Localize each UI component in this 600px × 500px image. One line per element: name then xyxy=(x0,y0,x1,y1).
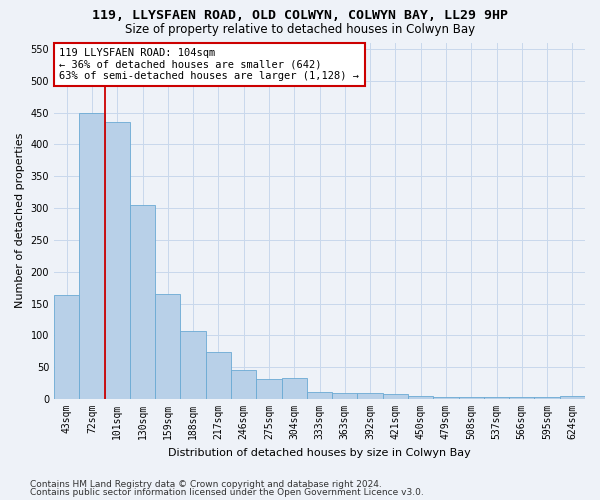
X-axis label: Distribution of detached houses by size in Colwyn Bay: Distribution of detached houses by size … xyxy=(168,448,471,458)
Bar xyxy=(458,396,484,399)
Bar xyxy=(256,378,281,399)
Bar xyxy=(307,392,332,399)
Text: 119 LLYSFAEN ROAD: 104sqm
← 36% of detached houses are smaller (642)
63% of semi: 119 LLYSFAEN ROAD: 104sqm ← 36% of detac… xyxy=(59,48,359,81)
Bar xyxy=(104,122,130,399)
Bar xyxy=(383,394,408,399)
Bar xyxy=(560,396,585,399)
Bar xyxy=(79,112,104,399)
Bar xyxy=(484,397,509,399)
Text: Contains HM Land Registry data © Crown copyright and database right 2024.: Contains HM Land Registry data © Crown c… xyxy=(30,480,382,489)
Bar xyxy=(281,378,307,399)
Bar xyxy=(535,397,560,399)
Bar xyxy=(408,396,433,399)
Bar xyxy=(433,396,458,399)
Bar xyxy=(206,352,231,399)
Text: Size of property relative to detached houses in Colwyn Bay: Size of property relative to detached ho… xyxy=(125,22,475,36)
Bar xyxy=(332,392,358,399)
Y-axis label: Number of detached properties: Number of detached properties xyxy=(15,133,25,308)
Bar xyxy=(509,397,535,399)
Bar xyxy=(155,294,181,399)
Bar xyxy=(231,370,256,399)
Bar xyxy=(54,296,79,399)
Bar xyxy=(358,392,383,399)
Text: 119, LLYSFAEN ROAD, OLD COLWYN, COLWYN BAY, LL29 9HP: 119, LLYSFAEN ROAD, OLD COLWYN, COLWYN B… xyxy=(92,9,508,22)
Bar xyxy=(181,331,206,399)
Text: Contains public sector information licensed under the Open Government Licence v3: Contains public sector information licen… xyxy=(30,488,424,497)
Bar xyxy=(130,205,155,399)
